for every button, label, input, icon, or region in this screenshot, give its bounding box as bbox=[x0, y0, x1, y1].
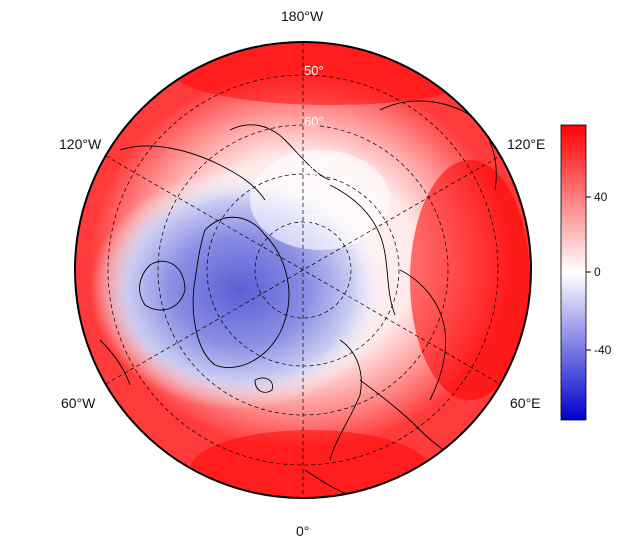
lat-label-80: 80° bbox=[304, 211, 324, 226]
colorbar bbox=[560, 124, 587, 421]
lat-label-50: 50° bbox=[304, 63, 324, 78]
lat-label-70: 70° bbox=[304, 163, 324, 178]
colorbar-tick-40: 40 bbox=[594, 190, 608, 204]
lon-label-top: 180°W bbox=[281, 8, 324, 24]
lon-label-upper-left: 120°W bbox=[59, 136, 102, 152]
lon-label-bottom: 0° bbox=[296, 523, 310, 539]
map-boundary bbox=[74, 41, 532, 499]
lat-label-60: 60° bbox=[304, 114, 324, 129]
graticule bbox=[105, 42, 501, 498]
lon-label-upper-right: 120°E bbox=[507, 136, 546, 152]
coastlines bbox=[99, 100, 497, 496]
colorbar-tick-neg40: -40 bbox=[594, 343, 612, 357]
anomaly-field bbox=[75, 42, 531, 498]
lon-label-lower-right: 60°E bbox=[510, 395, 541, 411]
lon-label-lower-left: 60°W bbox=[61, 395, 96, 411]
colorbar-ticks bbox=[586, 196, 591, 351]
colorbar-tick-0: 0 bbox=[594, 265, 601, 279]
